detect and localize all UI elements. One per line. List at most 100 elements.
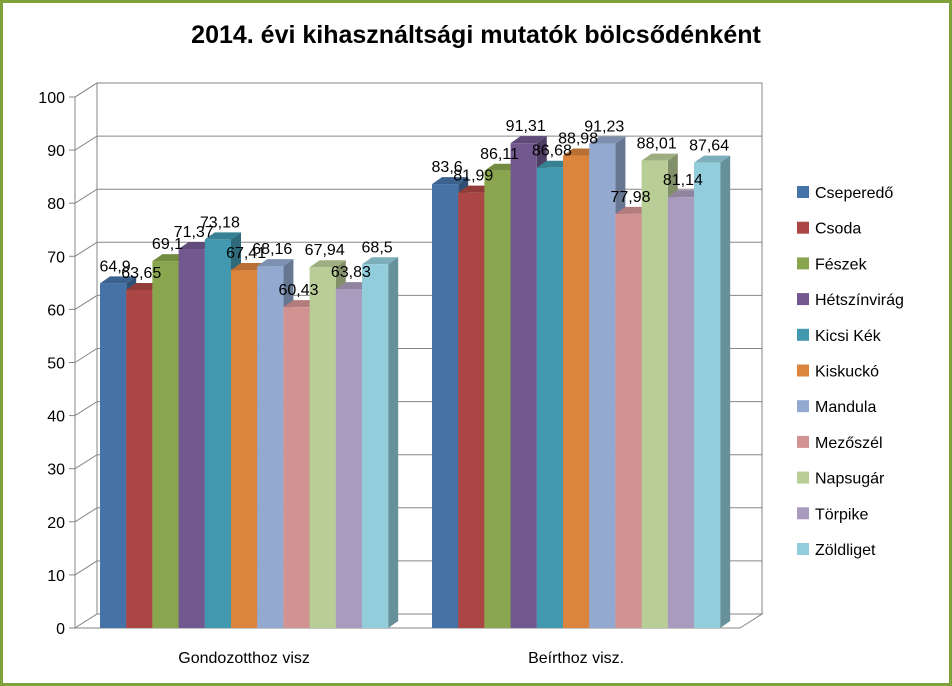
category-label: Beírthoz visz.: [528, 650, 624, 667]
bar-front: [335, 289, 362, 628]
data-label: 68,5: [362, 239, 393, 256]
y-tick-label: 30: [47, 462, 65, 479]
bar-front: [694, 162, 721, 629]
data-label: 91,23: [584, 119, 624, 136]
bar-side: [720, 155, 731, 629]
data-label: 60,43: [278, 282, 318, 299]
legend-swatch: [797, 543, 809, 555]
data-label: 69,1: [152, 236, 183, 253]
y-tick-label: 20: [47, 515, 65, 532]
bar-top: [362, 257, 399, 265]
legend-item: Mezőszél: [797, 435, 883, 452]
legend-item: Zöldliget: [797, 542, 876, 559]
bar-front: [204, 239, 231, 629]
bar-front: [589, 143, 616, 628]
gridline: [74, 135, 762, 151]
bar: [694, 155, 731, 629]
bar-top: [641, 153, 678, 161]
bar-front: [309, 267, 336, 628]
bar-front: [484, 170, 511, 628]
y-tick-label: 40: [47, 409, 65, 426]
data-label: 77,98: [610, 189, 650, 206]
bar-front: [458, 192, 485, 628]
legend-item: Cseperedő: [797, 185, 893, 202]
data-label: 71,37: [174, 224, 214, 241]
legend-swatch: [797, 293, 809, 306]
legend-swatch: [797, 257, 809, 270]
bar-front: [536, 167, 563, 629]
data-label: 81,14: [663, 172, 703, 189]
bar-front: [100, 283, 127, 628]
bar-front: [178, 249, 205, 628]
legend-label: Fészek: [815, 256, 868, 273]
legend-item: Kicsi Kék: [797, 328, 882, 345]
legend-item: Fészek: [797, 256, 868, 273]
data-label: 86,68: [532, 143, 572, 160]
bar-front: [667, 197, 694, 628]
legend-label: Kicsi Kék: [815, 328, 882, 345]
data-label: 83,6: [432, 159, 463, 176]
bar-front: [231, 270, 258, 628]
legend-item: Kiskuckó: [797, 364, 879, 381]
legend-swatch: [797, 328, 809, 341]
gridline: [74, 82, 762, 98]
bar-front: [283, 307, 310, 628]
legend-swatch: [797, 400, 809, 413]
y-tick-label: 100: [38, 90, 65, 107]
bar-top: [309, 260, 346, 268]
y-tick-label: 60: [47, 302, 65, 319]
bar-front: [641, 160, 668, 628]
data-label: 88,98: [558, 131, 598, 148]
data-label: 88,01: [637, 136, 677, 153]
bar-front: [510, 143, 537, 628]
legend-item: Napsugár: [797, 471, 885, 488]
legend-item: Csoda: [797, 221, 861, 238]
legend-swatch: [797, 364, 809, 377]
data-label: 86,11: [480, 146, 519, 163]
bar-top: [589, 136, 626, 144]
legend-label: Napsugár: [815, 471, 885, 488]
legend-item: Hétszínvirág: [797, 292, 904, 309]
bar: [362, 257, 399, 628]
legend-label: Csoda: [815, 221, 861, 238]
bar-top: [510, 136, 547, 144]
bar-side: [388, 257, 399, 628]
data-label: 73,18: [200, 214, 240, 231]
legend-label: Zöldliget: [815, 542, 876, 559]
data-label: 63,83: [331, 264, 371, 281]
legend-swatch: [797, 435, 809, 448]
chart-title: 2014. évi kihasználtsági mutatók bölcsőd…: [191, 21, 761, 49]
data-label: 67,41: [226, 245, 266, 262]
category-label: Gondozotthoz visz: [178, 650, 310, 667]
bar-front: [432, 184, 459, 629]
y-tick-label: 90: [47, 143, 65, 160]
bar-top: [694, 155, 731, 163]
bar-front: [362, 264, 389, 628]
data-label: 81,99: [453, 168, 493, 185]
data-label: 68,16: [252, 241, 292, 258]
legend-label: Törpike: [815, 506, 868, 523]
data-label: 67,94: [305, 242, 345, 259]
y-tick-label: 10: [47, 568, 65, 585]
legend-swatch: [797, 221, 809, 234]
legend-item: Mandula: [797, 399, 876, 416]
legend-label: Hétszínvirág: [815, 292, 904, 309]
y-tick-label: 80: [47, 196, 65, 213]
data-label: 91,31: [506, 118, 546, 135]
bar-front: [126, 290, 153, 628]
legend-label: Cseperedő: [815, 185, 893, 202]
legend-swatch: [797, 186, 809, 198]
bar-top: [100, 276, 137, 284]
bar-front: [152, 261, 179, 628]
y-tick-label: 70: [47, 249, 65, 266]
bar-top: [204, 232, 241, 240]
bar-top: [257, 259, 294, 267]
legend-label: Kiskuckó: [815, 364, 879, 381]
bar-front: [257, 266, 284, 628]
bar-front: [563, 155, 590, 628]
data-label: 64,9: [100, 258, 131, 275]
legend-item: Törpike: [797, 506, 868, 523]
legend-swatch: [797, 471, 809, 484]
legend-label: Mezőszél: [815, 435, 883, 452]
